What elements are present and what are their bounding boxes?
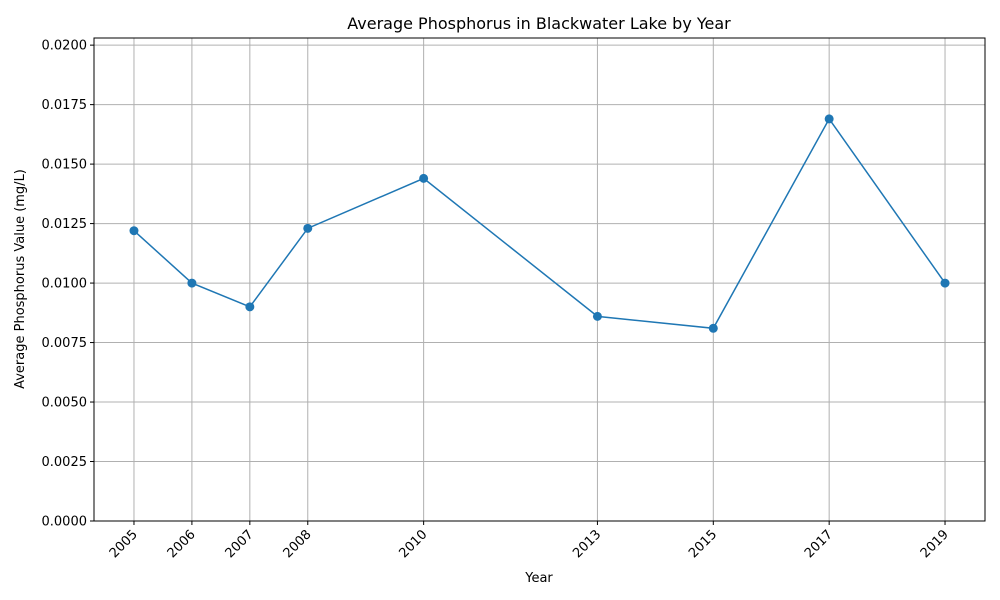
- grid-lines: [94, 38, 985, 522]
- x-tick-label: 2017: [802, 527, 836, 561]
- data-series: [129, 114, 950, 333]
- chart-title: Average Phosphorus in Blackwater Lake by…: [347, 14, 731, 33]
- x-tick-label: 2008: [281, 527, 315, 561]
- data-point: [245, 302, 255, 312]
- data-point: [592, 311, 602, 321]
- y-axis-ticks: 0.0000 0.0025 0.0050 0.0075 0.0100 0.0125 0.01…: [42, 39, 94, 530]
- data-point: [129, 226, 139, 236]
- x-tick-label: 2015: [686, 527, 720, 561]
- y-axis-label: Average Phosphorus Value (mg/L): [13, 169, 28, 389]
- x-axis-label: Year: [524, 571, 553, 586]
- x-tick-label: 2006: [165, 527, 199, 561]
- y-tick-label: 0.0175: [42, 98, 88, 113]
- x-tick-label: 2010: [396, 527, 430, 561]
- x-tick-label: 2013: [570, 527, 604, 561]
- y-tick-label: 0.0025: [42, 455, 88, 470]
- data-point: [940, 278, 950, 288]
- data-point: [824, 114, 834, 124]
- y-tick-label: 0.0200: [42, 39, 88, 54]
- y-tick-label: 0.0075: [42, 336, 88, 351]
- x-tick-label: 2007: [223, 527, 257, 561]
- data-point: [419, 173, 429, 183]
- y-tick-label: 0.0050: [42, 396, 88, 411]
- y-tick-label: 0.0100: [42, 277, 88, 292]
- y-tick-label: 0.0150: [42, 158, 88, 173]
- data-point: [708, 323, 718, 333]
- y-tick-label: 0.0000: [42, 515, 88, 530]
- x-tick-label: 2019: [918, 527, 952, 561]
- plot-frame: [93, 37, 986, 522]
- x-tick-label: 2005: [107, 527, 141, 561]
- y-tick-label: 0.0125: [42, 217, 88, 232]
- data-point: [187, 278, 197, 288]
- data-point: [303, 223, 313, 233]
- x-axis-ticks: 2005 2006 2007 2008 2010 2013 2015 2017 2019: [107, 521, 952, 561]
